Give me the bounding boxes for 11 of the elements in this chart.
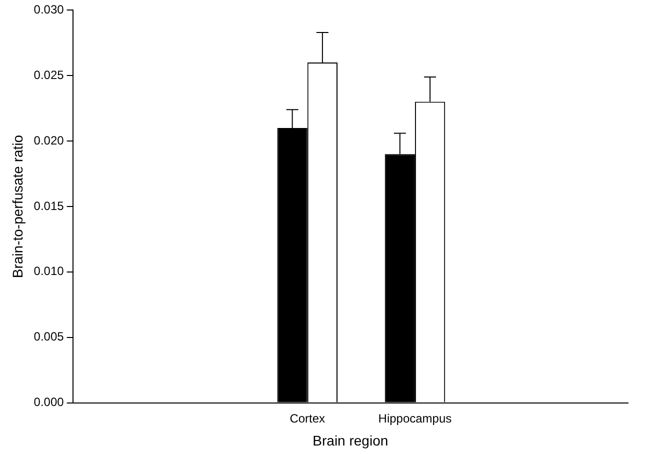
y-tick-label: 0.005: [34, 330, 64, 344]
y-tick-label: 0.025: [34, 68, 64, 82]
x-tick-label: Cortex: [290, 411, 326, 426]
y-tick-label: 0.010: [34, 264, 64, 278]
y-tick-label: 0.000: [34, 395, 64, 410]
x-tick-label: Hippocampus: [378, 411, 452, 426]
y-tick-label: 0.020: [34, 133, 64, 148]
x-axis-title: Brain region: [312, 432, 388, 448]
y-tick-label: 0.030: [34, 2, 64, 17]
y-tick-label: 0.015: [34, 198, 64, 213]
y-axis-title: Brain-to-perfusate ratio: [9, 134, 26, 278]
